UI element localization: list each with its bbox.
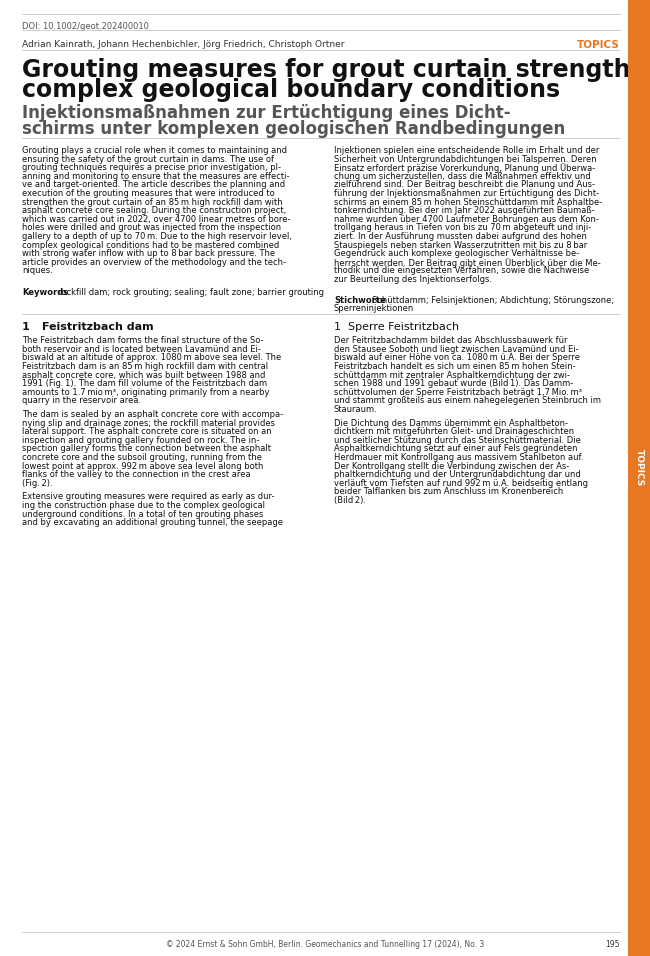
Text: ensuring the safety of the grout curtain in dams. The use of: ensuring the safety of the grout curtain… [22,155,274,163]
Text: 1991 (Fig. 1). The dam fill volume of the Feistritzbach dam: 1991 (Fig. 1). The dam fill volume of th… [22,380,267,388]
Text: führung der Injektionsmaßnahmen zur Ertüchtigung des Dicht-: führung der Injektionsmaßnahmen zur Ertü… [334,189,599,198]
Text: trollgang heraus in Tiefen von bis zu 70 m abgeteuft und inji-: trollgang heraus in Tiefen von bis zu 70… [334,224,592,232]
Text: Feistritzbach dam is an 85 m high rockfill dam with central: Feistritzbach dam is an 85 m high rockfi… [22,362,268,371]
Text: and by excavating an additional grouting tunnel, the seepage: and by excavating an additional grouting… [22,518,283,527]
Text: (Bild 2).: (Bild 2). [334,496,366,505]
Text: (Fig. 2).: (Fig. 2). [22,479,53,488]
Text: grouting techniques requires a precise prior investigation, pl-: grouting techniques requires a precise p… [22,163,281,172]
Text: ve and target-oriented. The article describes the planning and: ve and target-oriented. The article desc… [22,181,285,189]
Text: Injektionen spielen eine entscheidende Rolle im Erhalt und der: Injektionen spielen eine entscheidende R… [334,146,599,155]
Bar [628,0,650,956]
Text: Stauraum.: Stauraum. [334,405,378,414]
Text: which was carried out in 2022, over 4700 linear metres of bore-: which was carried out in 2022, over 4700… [22,215,291,224]
Text: Der Feitritzbachdamm bildet das Abschlussbauwerk für: Der Feitritzbachdamm bildet das Abschlus… [334,337,567,345]
Text: Adrian Kainrath, Johann Hechenbichler, Jörg Friedrich, Christoph Ortner: Adrian Kainrath, Johann Hechenbichler, J… [22,40,344,49]
Text: Sicherheit von Untergrundabdichtungen bei Talsperren. Deren: Sicherheit von Untergrundabdichtungen be… [334,155,597,163]
Text: DOI: 10.1002/geot.202400010: DOI: 10.1002/geot.202400010 [22,22,149,31]
Text: complex geological boundary conditions: complex geological boundary conditions [22,78,560,102]
Text: Feistritzbach handelt es sich um einen 85 m hohen Stein-: Feistritzbach handelt es sich um einen 8… [334,362,576,371]
Text: concrete core and the subsoil grouting, running from the: concrete core and the subsoil grouting, … [22,453,262,462]
Text: Keywords: Keywords [22,288,68,296]
Text: niques.: niques. [22,267,53,275]
Text: © 2024 Ernst & Sohn GmbH, Berlin. Geomechanics and Tunnelling 17 (2024), No. 3: © 2024 Ernst & Sohn GmbH, Berlin. Geomec… [166,940,484,949]
Text: und stammt großteils aus einem nahegelegenen Steinbruch im: und stammt großteils aus einem nahegeleg… [334,397,601,405]
Text: verläuft vom Tiefsten auf rund 992 m ü.A. beidseitig entlang: verläuft vom Tiefsten auf rund 992 m ü.A… [334,479,588,488]
Text: anning and monitoring to ensure that the measures are effecti-: anning and monitoring to ensure that the… [22,172,289,181]
Text: strengthen the grout curtain of an 85 m high rockfill dam with: strengthen the grout curtain of an 85 m … [22,198,283,206]
Text: The Feistritzbach dam forms the final structure of the So-: The Feistritzbach dam forms the final st… [22,337,263,345]
Text: asphalt concrete core sealing. During the construction project,: asphalt concrete core sealing. During th… [22,206,286,215]
Text: Asphaltkerndichtung setzt auf einer auf Fels gegründeten: Asphaltkerndichtung setzt auf einer auf … [334,445,577,453]
Text: 1: 1 [22,322,30,332]
Text: gallery to a depth of up to 70 m. Due to the high reservoir level,: gallery to a depth of up to 70 m. Due to… [22,232,292,241]
Text: Grouting measures for grout curtain strengthening under: Grouting measures for grout curtain stre… [22,58,650,82]
Text: lowest point at approx. 992 m above sea level along both: lowest point at approx. 992 m above sea … [22,462,263,470]
Text: TOPICS: TOPICS [577,40,620,50]
Text: amounts to 1.7 mio m³, originating primarily from a nearby: amounts to 1.7 mio m³, originating prima… [22,388,270,397]
Text: with strong water inflow with up to 8 bar back pressure. The: with strong water inflow with up to 8 ba… [22,250,275,258]
Text: zielführend sind. Der Beitrag beschreibt die Planung und Aus-: zielführend sind. Der Beitrag beschreibt… [334,181,595,189]
Text: Gegendruck auch komplexe geologischer Verhältnisse be-: Gegendruck auch komplexe geologischer Ve… [334,250,579,258]
Text: Grouting plays a crucial role when it comes to maintaining and: Grouting plays a crucial role when it co… [22,146,287,155]
Text: 195: 195 [606,940,620,949]
Text: both reservoir and is located between Lavamünd and Ei-: both reservoir and is located between La… [22,345,261,354]
Text: holes were drilled and grout was injected from the inspection: holes were drilled and grout was injecte… [22,224,281,232]
Text: thodik und die eingesetzten Verfahren, sowie die Nachweise: thodik und die eingesetzten Verfahren, s… [334,267,590,275]
Text: 1: 1 [334,322,341,332]
Text: tonkerndichtung. Bei der im Jahr 2022 ausgeführten Baumaß-: tonkerndichtung. Bei der im Jahr 2022 au… [334,206,595,215]
Text: nying slip and drainage zones; the rockfill material provides: nying slip and drainage zones; the rockf… [22,419,275,427]
Text: nahme wurden über 4700 Laufmeter Bohrungen aus dem Kon-: nahme wurden über 4700 Laufmeter Bohrung… [334,215,599,224]
Text: rockfill dam; rock grouting; sealing; fault zone; barrier grouting: rockfill dam; rock grouting; sealing; fa… [58,288,324,296]
Text: Sperre Feistritzbach: Sperre Feistritzbach [348,322,459,332]
Text: Stichworte: Stichworte [334,295,385,305]
Text: phaltkerndichtung und der Untergrundabdichtung dar und: phaltkerndichtung und der Untergrundabdi… [334,470,580,479]
Text: schen 1988 und 1991 gebaut wurde (Bild 1). Das Damm-: schen 1988 und 1991 gebaut wurde (Bild 1… [334,380,573,388]
Text: execution of the grouting measures that were introduced to: execution of the grouting measures that … [22,189,275,198]
Text: article provides an overview of the methodology and the tech-: article provides an overview of the meth… [22,258,286,267]
Text: biswald auf einer Höhe von ca. 1080 m ü.A. Bei der Sperre: biswald auf einer Höhe von ca. 1080 m ü.… [334,354,580,362]
Text: ing the construction phase due to the complex geological: ing the construction phase due to the co… [22,501,265,510]
Text: Stauspiegels neben starken Wasserzutritten mit bis zu 8 bar: Stauspiegels neben starken Wasserzutritt… [334,241,587,250]
Text: spection gallery forms the connection between the asphalt: spection gallery forms the connection be… [22,445,271,453]
Text: Die Dichtung des Damms übernimmt ein Asphaltbeton-: Die Dichtung des Damms übernimmt ein Asp… [334,419,568,427]
Text: Feistritzbach dam: Feistritzbach dam [42,322,153,332]
Text: TOPICS: TOPICS [634,449,644,487]
Text: Einsatz erfordert präzise Vorerkundung, Planung und Überwa-: Einsatz erfordert präzise Vorerkundung, … [334,163,595,173]
Text: flanks of the valley to the connection in the crest area: flanks of the valley to the connection i… [22,470,251,479]
Text: Injektionsmaßnahmen zur Ertüchtigung eines Dicht-: Injektionsmaßnahmen zur Ertüchtigung ein… [22,104,511,122]
Text: herrscht werden. Der Beitrag gibt einen Überblick über die Me-: herrscht werden. Der Beitrag gibt einen … [334,258,601,268]
Text: lateral support. The asphalt concrete core is situated on an: lateral support. The asphalt concrete co… [22,427,272,436]
Text: zur Beurteilung des Injektionserfolgs.: zur Beurteilung des Injektionserfolgs. [334,275,492,284]
Text: chung um sicherzustellen, dass die Maßnahmen effektiv und: chung um sicherzustellen, dass die Maßna… [334,172,591,181]
Text: ziert. In der Ausführung mussten dabei aufgrund des hohen: ziert. In der Ausführung mussten dabei a… [334,232,587,241]
Text: quarry in the reservoir area.: quarry in the reservoir area. [22,397,141,405]
Text: Herdmauer mit Kontrollgang aus massivem Stahlbeton auf.: Herdmauer mit Kontrollgang aus massivem … [334,453,584,462]
Text: Extensive grouting measures were required as early as dur-: Extensive grouting measures were require… [22,492,274,501]
Text: schüttvolumen der Sperre Feistritzbach beträgt 1,7 Mio. m³: schüttvolumen der Sperre Feistritzbach b… [334,388,582,397]
Text: Der Kontrollgang stellt die Verbindung zwischen der As-: Der Kontrollgang stellt die Verbindung z… [334,462,569,470]
Text: den Stausee Soboth und liegt zwischen Lavamünd und Ei-: den Stausee Soboth und liegt zwischen La… [334,345,578,354]
Text: schirms unter komplexen geologischen Randbedingungen: schirms unter komplexen geologischen Ran… [22,120,566,138]
Text: dichtkern mit mitgeführten Gleit- und Drainageschichten: dichtkern mit mitgeführten Gleit- und Dr… [334,427,574,436]
Text: und seitlicher Stützung durch das Steinschüttmaterial. Die: und seitlicher Stützung durch das Steins… [334,436,581,445]
Text: The dam is sealed by an asphalt concrete core with accompa-: The dam is sealed by an asphalt concrete… [22,410,283,419]
Text: beider Talflanken bis zum Anschluss im Kronenbereich: beider Talflanken bis zum Anschluss im K… [334,488,564,496]
Text: Sperreninjektionen: Sperreninjektionen [334,304,414,314]
Text: schirms an einem 85 m hohen Steinschüttdamm mit Asphaltbe-: schirms an einem 85 m hohen Steinschüttd… [334,198,603,206]
Text: schüttdamm mit zentraler Asphaltkerndichtung der zwi-: schüttdamm mit zentraler Asphaltkerndich… [334,371,570,380]
Text: inspection and grouting gallery founded on rock. The in-: inspection and grouting gallery founded … [22,436,259,445]
Text: complex geological conditions had to be mastered combined: complex geological conditions had to be … [22,241,280,250]
Text: underground conditions. In a total of ten grouting phases: underground conditions. In a total of te… [22,510,263,518]
Text: biswald at an altitude of approx. 1080 m above sea level. The: biswald at an altitude of approx. 1080 m… [22,354,281,362]
Text: Schüttdamm; Felsinjektionen; Abdichtung; Störungszone;: Schüttdamm; Felsinjektionen; Abdichtung;… [372,295,614,305]
Text: asphalt concrete core, which was built between 1988 and: asphalt concrete core, which was built b… [22,371,265,380]
